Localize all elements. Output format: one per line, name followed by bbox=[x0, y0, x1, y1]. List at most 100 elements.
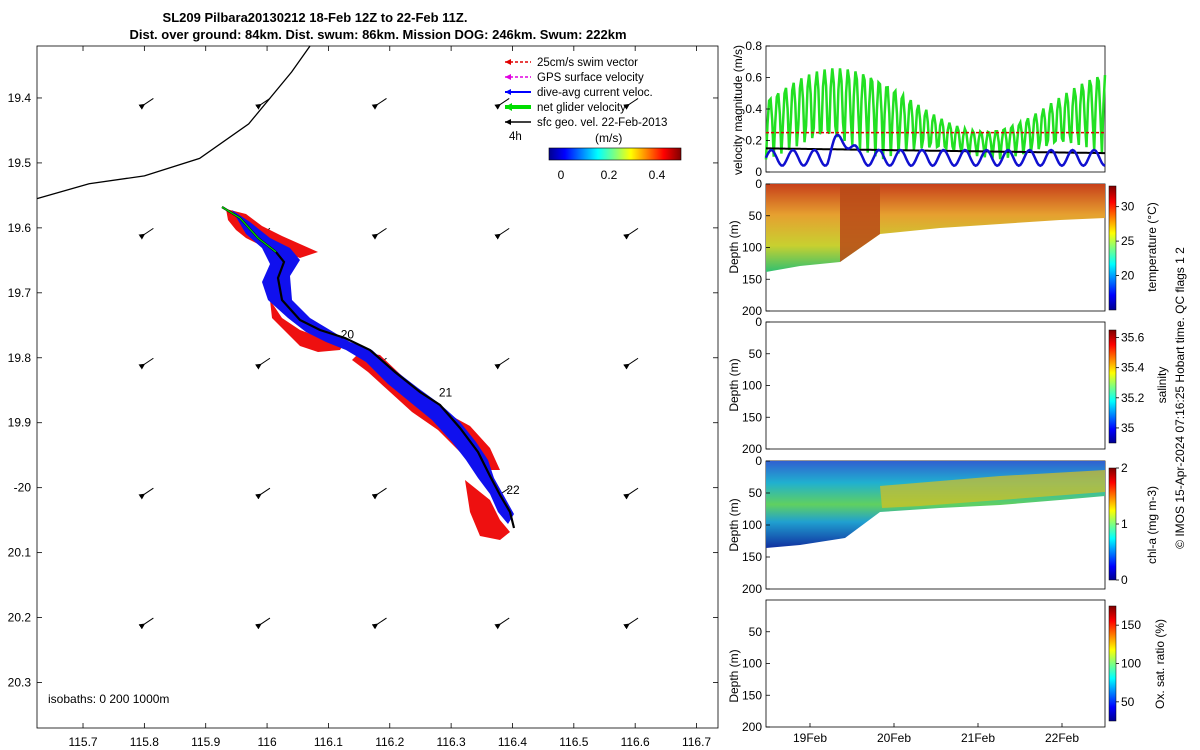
temperature-colorbar-ticks: 20 25 30 bbox=[1116, 200, 1135, 283]
map-y-tick-label: 19.9 bbox=[8, 416, 32, 430]
temperature-y-axis: 0 50 100 150 200 bbox=[742, 177, 770, 318]
salinity-y-axis: 0 50 100 150 200 bbox=[742, 315, 770, 456]
salinity-frame bbox=[765, 321, 1106, 450]
temperature-cbar-tick-label: 20 bbox=[1121, 269, 1135, 283]
map-x-tick-label: 116.6 bbox=[621, 735, 650, 749]
chla-tick-label: 0 bbox=[755, 454, 762, 468]
salinity-cbar-tick-label: 35.4 bbox=[1121, 361, 1145, 375]
chla-cbar-tick-label: 2 bbox=[1121, 461, 1128, 475]
map-x-tick-label: 116.7 bbox=[682, 735, 711, 749]
temperature-tick-label: 0 bbox=[755, 177, 762, 191]
oxygen-tick-label: 200 bbox=[742, 720, 762, 734]
salinity-tick-label: 50 bbox=[749, 347, 763, 361]
chla-maximum-layer bbox=[880, 470, 1105, 508]
salinity-cbar-label: salinity bbox=[1155, 367, 1169, 404]
salinity-cbar-tick-label: 35 bbox=[1121, 421, 1135, 435]
oxygen-cbar-label: Ox. sat. ratio (%) bbox=[1153, 619, 1167, 709]
day-label: 22 bbox=[506, 483, 520, 497]
temperature-tick-label: 50 bbox=[749, 209, 763, 223]
map-y-tick-label: 19.7 bbox=[8, 286, 32, 300]
salinity-tick-label: 100 bbox=[742, 379, 762, 393]
salinity-cbar-tick-label: 35.6 bbox=[1121, 331, 1145, 345]
chla-tick-label: 200 bbox=[742, 582, 762, 596]
legend-geo-label: sfc geo. vel. 22-Feb-2013 bbox=[537, 117, 667, 129]
map-y-tick-label: 19.4 bbox=[8, 91, 32, 105]
chla-cbar-tick-label: 1 bbox=[1121, 517, 1128, 531]
map-panel: 115.7 115.8 115.9 116 116.1 116.2 116.3 116.4 11… bbox=[8, 45, 719, 749]
glider-track bbox=[221, 206, 516, 540]
temperature-warm-patch bbox=[840, 184, 880, 262]
title-line1: SL209 Pilbara20130212 18-Feb 12Z to 22-F… bbox=[163, 10, 468, 25]
salinity-tick-label: 150 bbox=[742, 410, 762, 424]
map-y-tick-label: -20 bbox=[14, 481, 32, 495]
map-x-tick-label: 116.5 bbox=[559, 735, 588, 749]
oxygen-tick-label: 150 bbox=[742, 688, 762, 702]
chla-cbar-tick-label: 0 bbox=[1121, 573, 1128, 587]
legend-swim-label: 25cm/s swim vector bbox=[537, 57, 638, 69]
interval-label: 4h bbox=[509, 131, 522, 143]
time-tick-label: 22Feb bbox=[1045, 731, 1079, 745]
map-x-tick-label: 116.2 bbox=[375, 735, 404, 749]
salinity-tick-label: 200 bbox=[742, 442, 762, 456]
geo-vector-arrow bbox=[623, 487, 639, 500]
chla-tick-label: 150 bbox=[742, 550, 762, 564]
oxygen-colorbar-ticks: 50 100 150 bbox=[1116, 618, 1141, 709]
chla-tick-label: 100 bbox=[742, 518, 762, 532]
chla-y-axis: 0 50 100 150 200 bbox=[742, 454, 770, 596]
day-label: 20 bbox=[341, 327, 355, 341]
geo-vector-arrow bbox=[371, 227, 387, 240]
map-x-tick-label: 115.7 bbox=[68, 735, 97, 749]
geo-vector-arrow bbox=[255, 617, 271, 630]
day-labels: 20 21 22 bbox=[341, 327, 520, 497]
velocity-tick-label: 0.8 bbox=[745, 39, 762, 53]
velocity-tick-label: 0.4 bbox=[745, 102, 762, 116]
geo-vector-arrow bbox=[255, 98, 271, 110]
swim-vector-swath-a bbox=[226, 209, 318, 258]
salinity-ylabel: Depth (m) bbox=[727, 358, 741, 411]
map-x-tick-label: 116.3 bbox=[437, 735, 466, 749]
temperature-panel: 0 50 100 150 200 Depth (m) 20 25 30 temperatur… bbox=[727, 177, 1159, 318]
geo-vector-arrow bbox=[494, 617, 510, 630]
colorbar-tick-1: 0.2 bbox=[601, 168, 618, 182]
map-y-tick-label: 19.6 bbox=[8, 221, 32, 235]
legend-current-velocity: dive-avg current veloc. bbox=[505, 87, 653, 99]
geo-vector-arrow bbox=[494, 227, 510, 240]
time-tick-label: 19Feb bbox=[793, 731, 827, 745]
oxygen-tick-label: 100 bbox=[742, 657, 762, 671]
map-y-tick-label: 20.1 bbox=[8, 546, 32, 560]
swim-vector-swath-d bbox=[465, 480, 510, 540]
velocity-tick-label: 0.2 bbox=[745, 134, 762, 148]
chla-tick-label: 50 bbox=[749, 486, 763, 500]
salinity-colorbar-ticks: 35 35.2 35.4 35.6 bbox=[1116, 331, 1145, 435]
legend-net-label: net glider velocity bbox=[537, 102, 626, 114]
temperature-cbar-tick-label: 25 bbox=[1121, 234, 1135, 248]
temperature-tick-label: 100 bbox=[742, 241, 762, 255]
map-y-tick-label: 20.3 bbox=[8, 676, 32, 690]
coastline-isobath bbox=[36, 45, 311, 200]
map-x-tick-label: 115.8 bbox=[130, 735, 159, 749]
geo-vector-arrow bbox=[255, 357, 271, 370]
oxygen-cbar-tick-label: 50 bbox=[1121, 695, 1135, 709]
legend-geo-velocity: sfc geo. vel. 22-Feb-2013 bbox=[505, 117, 667, 129]
net-velocity-trace bbox=[221, 206, 277, 253]
legend-gps-velocity: GPS surface velocity bbox=[505, 72, 644, 84]
colorbar-unit: (m/s) bbox=[595, 131, 622, 145]
chla-cbar-label: chl-a (mg m-3) bbox=[1145, 486, 1159, 564]
velocity-panel: 0 0.2 0.4 0.6 0.8 velocity magnitude (m/s) bbox=[731, 39, 1107, 179]
geo-vector-arrow bbox=[623, 227, 639, 240]
time-tick-label: 20Feb bbox=[877, 731, 911, 745]
temperature-cbar-tick-label: 30 bbox=[1121, 200, 1135, 214]
oxygen-colorbar bbox=[1108, 605, 1117, 722]
velocity-y-axis: 0 0.2 0.4 0.6 0.8 bbox=[745, 39, 770, 179]
legend-swim-vector: 25cm/s swim vector bbox=[505, 57, 638, 69]
oxygen-cbar-tick-label: 100 bbox=[1121, 657, 1141, 671]
oxygen-cbar-tick-label: 150 bbox=[1121, 618, 1141, 632]
geo-vector-arrow bbox=[494, 357, 510, 370]
map-x-tick-label: 116.1 bbox=[314, 735, 343, 749]
legend-net-velocity: net glider velocity bbox=[505, 102, 626, 114]
salinity-tick-label: 0 bbox=[755, 315, 762, 329]
salinity-cbar-tick-label: 35.2 bbox=[1121, 391, 1145, 405]
map-x-axis: 115.7 115.8 115.9 116 116.1 116.2 116.3 116.4 11… bbox=[68, 46, 711, 749]
geo-vector-arrow bbox=[255, 487, 271, 500]
